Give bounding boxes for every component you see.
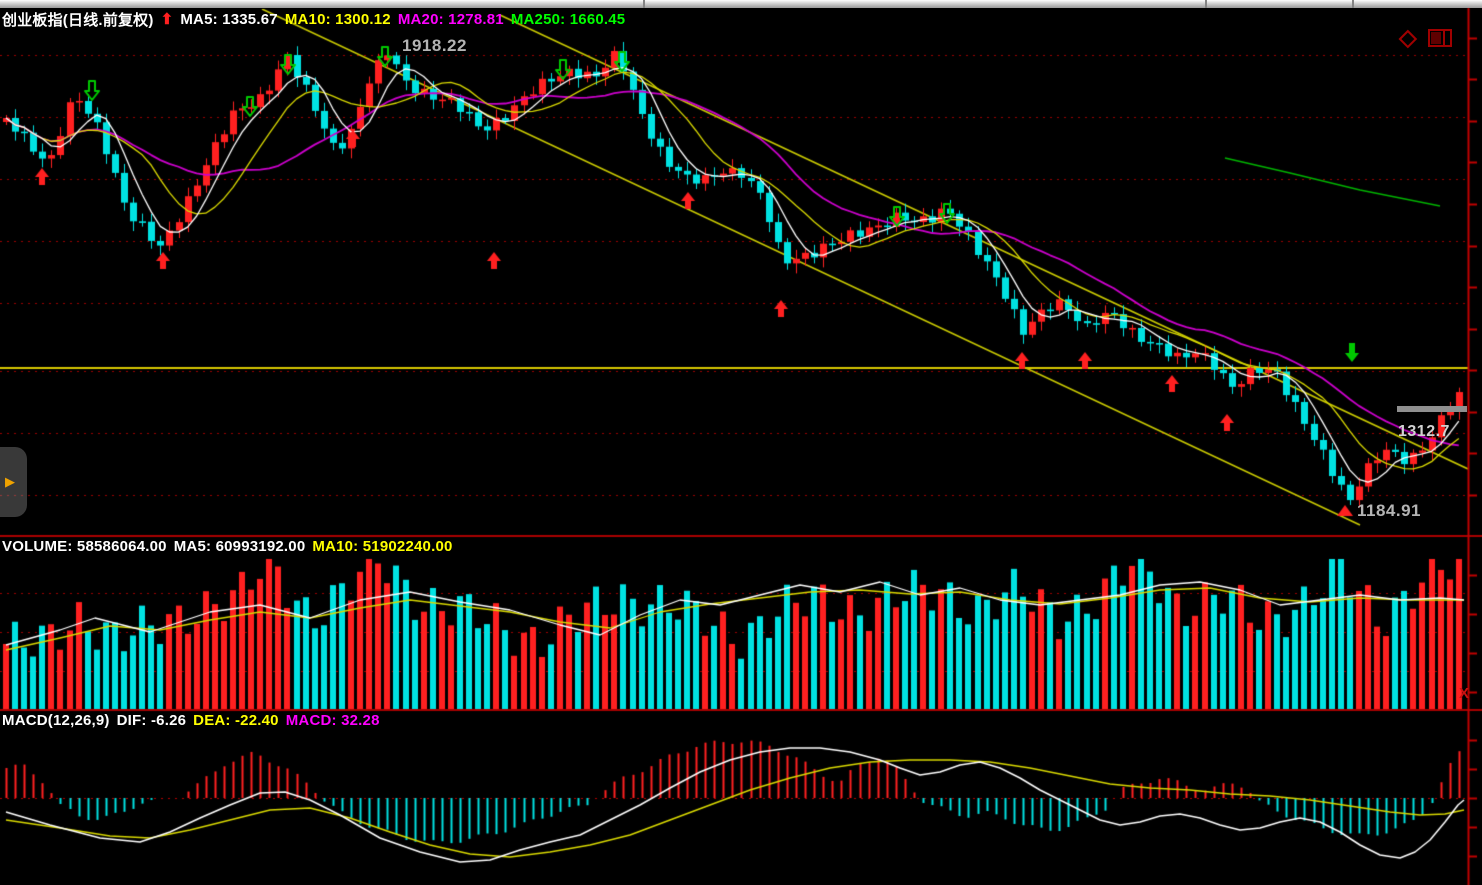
volume-ma10-value: MA10: 51902240.00 <box>312 538 453 555</box>
close-pane-x-icon[interactable]: X <box>1459 685 1470 702</box>
volume-header: VOLUME: 58586064.00 MA5: 60993192.00 MA1… <box>2 538 453 555</box>
window-top-strip <box>0 0 1482 8</box>
split-window-divider <box>1443 31 1445 45</box>
symbol-title: 创业板指(日线.前复权) <box>2 12 154 29</box>
dea-value: DEA: -22.40 <box>193 712 279 729</box>
ma10-value: MA10: 1300.12 <box>284 11 391 28</box>
last-price-label: 1312.7 <box>1398 423 1450 440</box>
volume-value: VOLUME: 58586064.00 <box>2 538 167 555</box>
sidebar-slideout-tab[interactable]: ▶ <box>0 447 27 517</box>
toolbar-separator <box>1352 0 1354 8</box>
marked-high-label: 1918.22 <box>402 36 467 55</box>
toolbar-separator <box>1205 0 1207 8</box>
expand-arrow-icon: ▶ <box>5 474 15 489</box>
macd-value: MACD: 32.28 <box>285 712 380 729</box>
macd-name: MACD(12,26,9) <box>2 712 110 729</box>
dif-value: DIF: -6.26 <box>116 712 187 729</box>
kline-header: 创业板指(日线.前复权) ⬆ MA5: 1335.67 MA10: 1300.1… <box>2 9 625 30</box>
trend-up-icon: ⬆ <box>160 10 174 28</box>
volume-ma5-value: MA5: 60993192.00 <box>173 538 306 555</box>
diamond-tool-icon[interactable]: ◇ <box>1399 24 1417 50</box>
macd-header: MACD(12,26,9) DIF: -6.26 DEA: -22.40 MAC… <box>2 712 380 729</box>
marked-low-label: 1184.91 <box>1357 501 1422 520</box>
ma5-value: MA5: 1335.67 <box>180 11 278 28</box>
split-window-fill <box>1431 32 1441 44</box>
ma250-value: MA250: 1660.45 <box>510 11 626 28</box>
ma20-value: MA20: 1278.81 <box>397 11 504 28</box>
split-window-icon[interactable] <box>1428 29 1452 47</box>
toolbar-separator <box>643 0 645 8</box>
last-price-highlight-bar <box>1397 406 1467 412</box>
